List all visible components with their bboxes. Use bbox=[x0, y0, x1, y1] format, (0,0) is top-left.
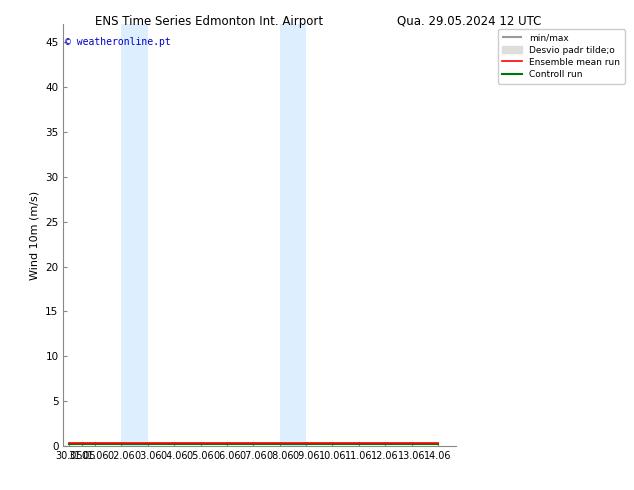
Bar bbox=[122, 24, 134, 446]
Text: Qua. 29.05.2024 12 UTC: Qua. 29.05.2024 12 UTC bbox=[397, 15, 541, 28]
Text: ENS Time Series Edmonton Int. Airport: ENS Time Series Edmonton Int. Airport bbox=[95, 15, 323, 28]
Legend: min/max, Desvio padr tilde;o, Ensemble mean run, Controll run: min/max, Desvio padr tilde;o, Ensemble m… bbox=[498, 29, 625, 83]
Text: © weatheronline.pt: © weatheronline.pt bbox=[65, 37, 171, 47]
Bar bbox=[280, 24, 293, 446]
Bar bbox=[293, 24, 306, 446]
Y-axis label: Wind 10m (m/s): Wind 10m (m/s) bbox=[30, 191, 40, 280]
Bar bbox=[134, 24, 148, 446]
